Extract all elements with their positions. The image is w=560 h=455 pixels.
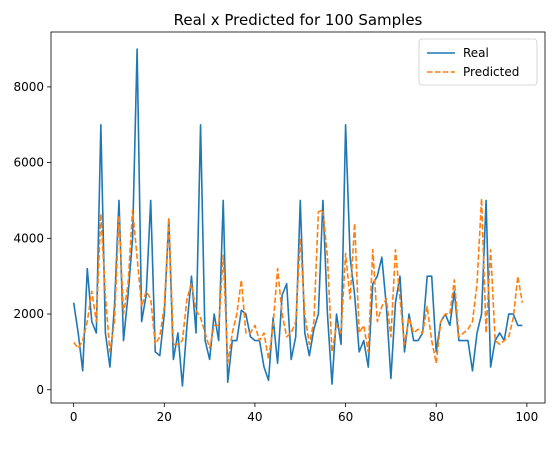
y-tick-label: 6000	[13, 156, 44, 170]
x-tick-label: 80	[429, 410, 444, 424]
chart-title: Real x Predicted for 100 Samples	[174, 11, 423, 29]
series-line-predicted	[73, 197, 524, 365]
x-tick-label: 60	[338, 410, 353, 424]
x-tick-label: 100	[515, 410, 538, 424]
y-tick-label: 8000	[13, 80, 44, 94]
legend-box	[418, 38, 538, 86]
legend-label-predicted: Predicted	[463, 65, 519, 79]
axes-frame	[50, 31, 546, 404]
x-tick-label: 0	[70, 410, 78, 424]
legend: Real Predicted	[418, 38, 538, 86]
x-axis: 0 20 40 60 80 100	[70, 403, 538, 424]
series-line-real	[72, 48, 523, 387]
x-tick-label: 40	[247, 410, 262, 424]
legend-label-real: Real	[463, 46, 489, 60]
y-tick-label: 2000	[13, 307, 44, 321]
y-tick-label: 0	[36, 383, 44, 397]
plot-area	[72, 48, 524, 387]
y-axis: 0 2000 4000 6000 8000	[13, 80, 51, 397]
x-tick-label: 20	[157, 410, 172, 424]
y-tick-label: 4000	[13, 231, 44, 245]
